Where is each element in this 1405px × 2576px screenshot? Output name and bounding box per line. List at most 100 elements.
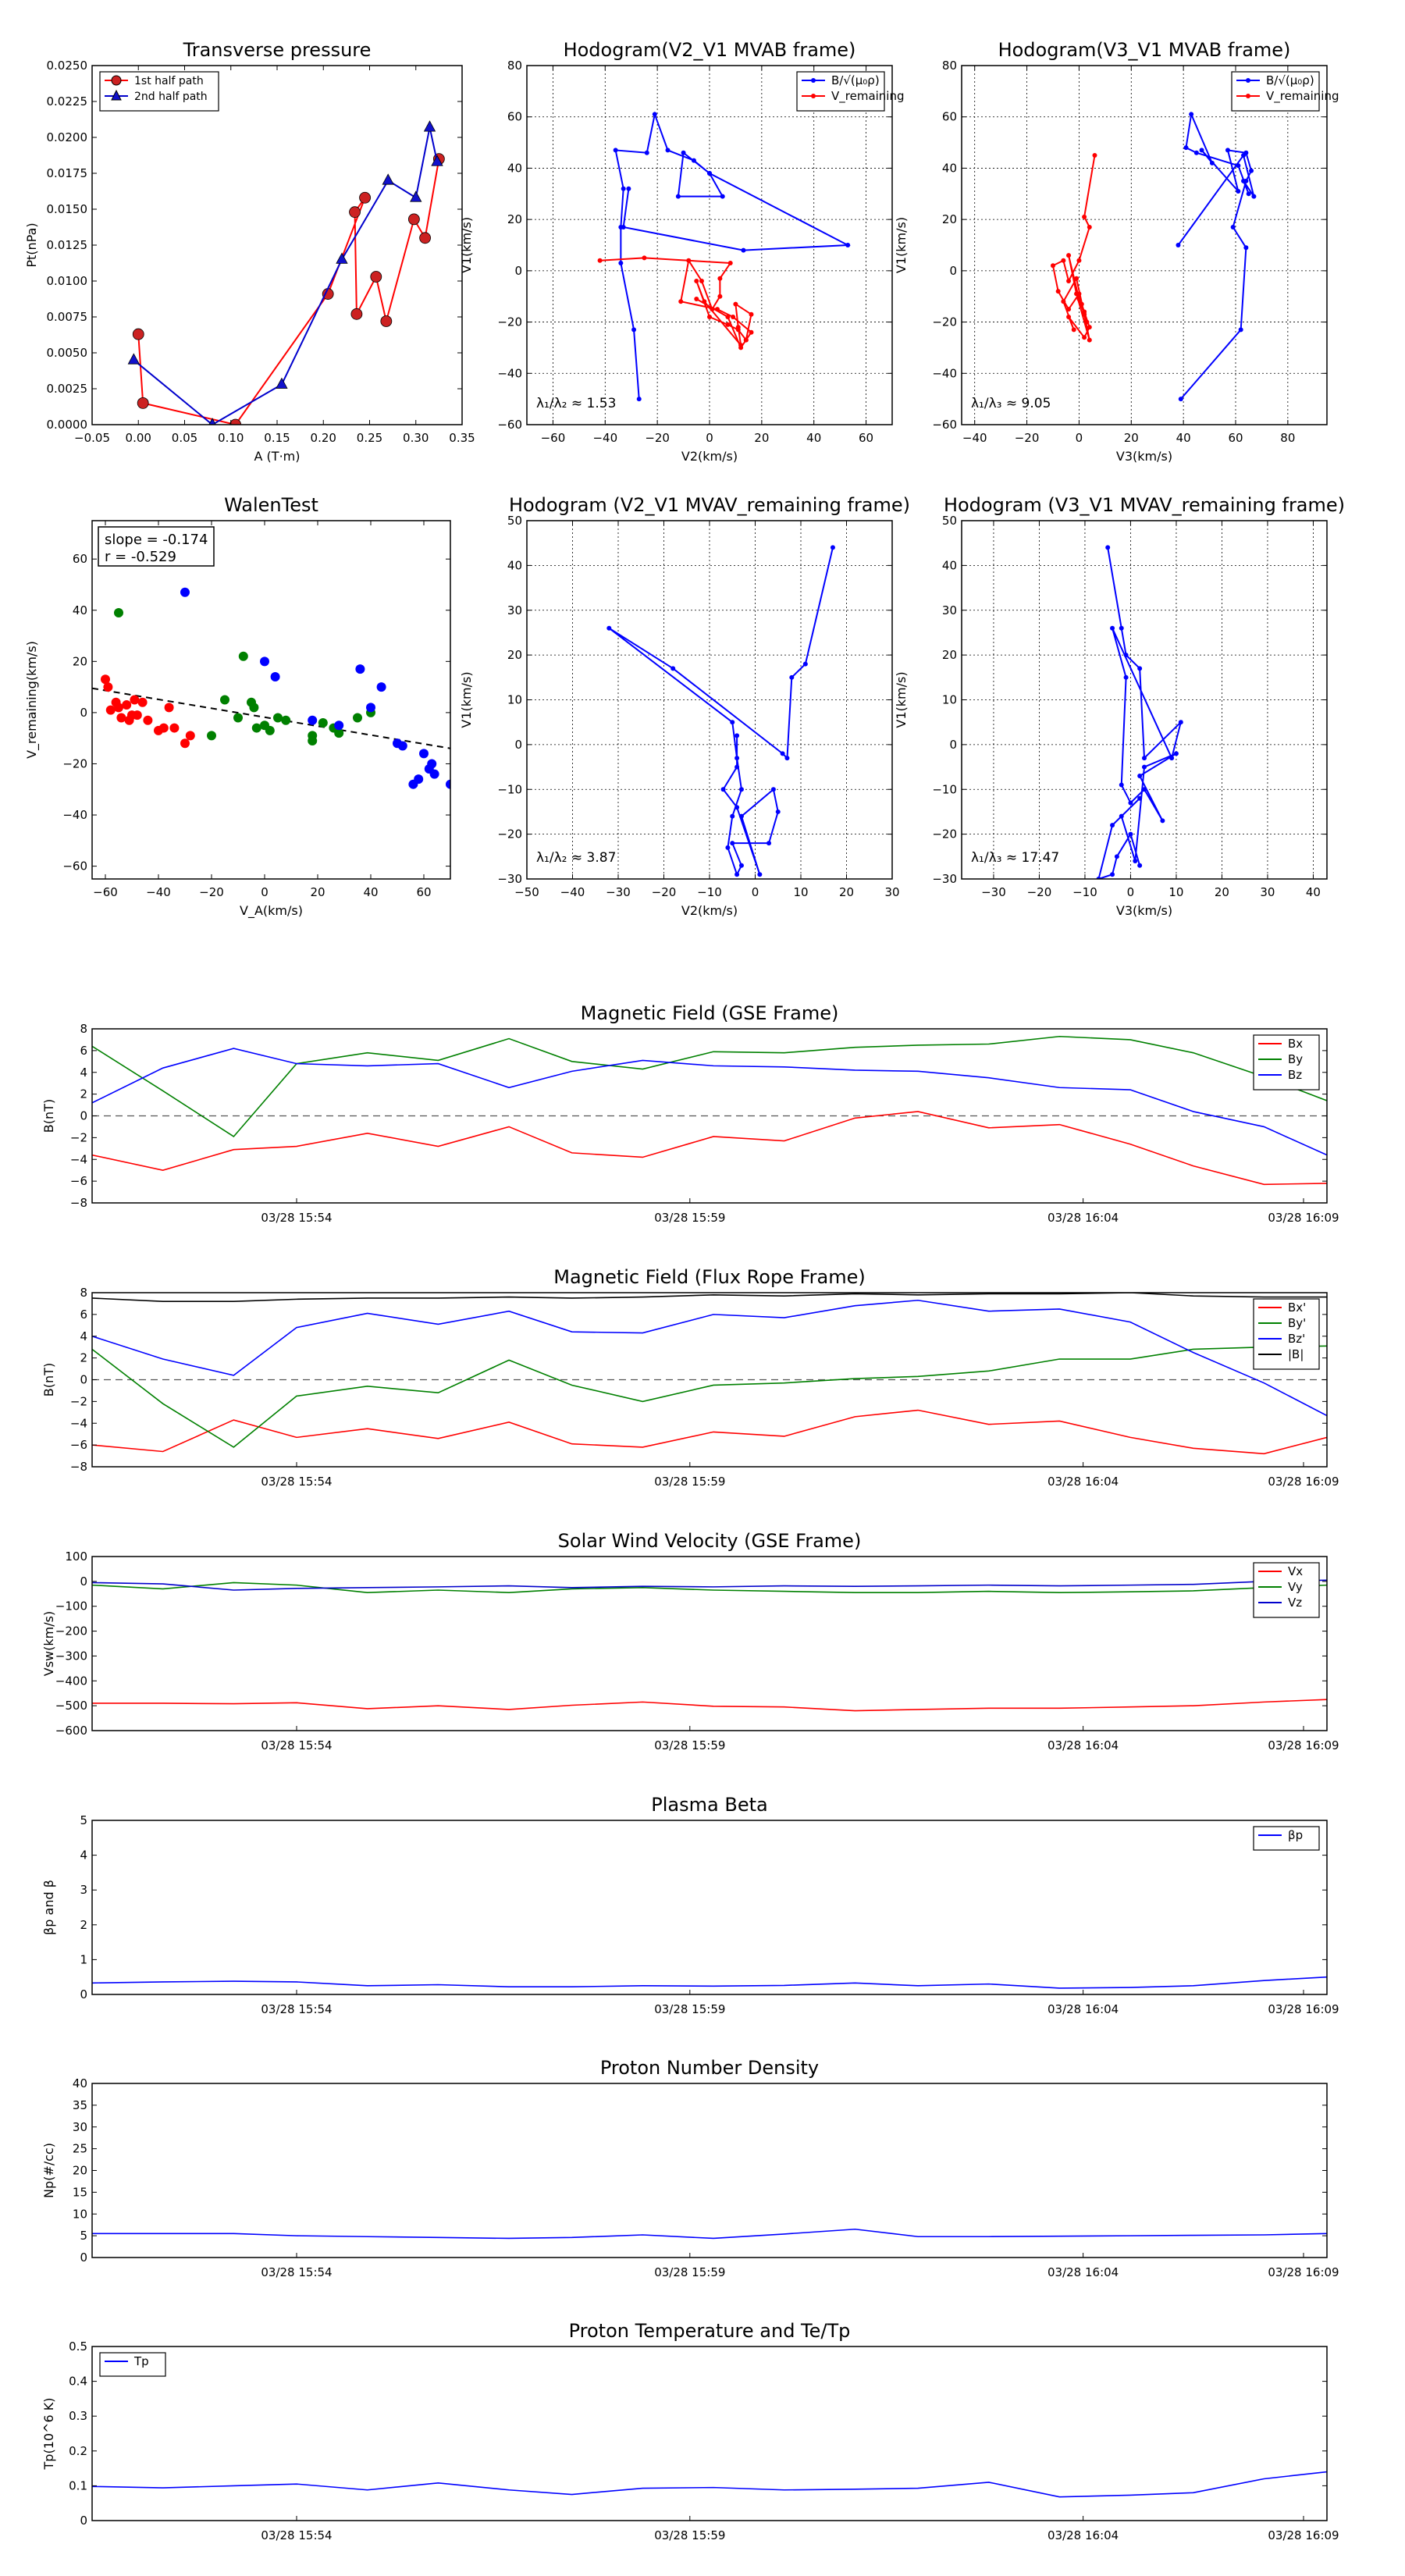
data-point xyxy=(229,418,242,425)
data-point xyxy=(1082,214,1087,219)
series-0 xyxy=(92,2471,1327,2498)
data-point xyxy=(757,872,763,877)
data-point xyxy=(249,703,259,713)
data-point xyxy=(1105,545,1111,550)
tick-label-x: −40 xyxy=(592,431,617,445)
data-point xyxy=(1160,818,1165,824)
tick-label-y: −60 xyxy=(932,418,957,432)
tick-label-x: 03/28 15:54 xyxy=(261,2528,332,2542)
series-line xyxy=(137,158,440,425)
legend-label: B/√(μ₀ρ) xyxy=(1266,73,1314,87)
data-point xyxy=(122,700,132,710)
data-point xyxy=(725,845,731,850)
data-point xyxy=(1243,245,1249,251)
y-axis-label: Vsw(km/s) xyxy=(41,1611,56,1676)
data-point xyxy=(597,258,603,263)
panel-3: −60 −40 −20 0 20 40 60 −60 −40 −20 0 20 40 60 WalenTes… xyxy=(24,494,451,919)
series-line xyxy=(92,1048,1327,1156)
tick-label-x: 0.15 xyxy=(264,431,290,445)
data-point xyxy=(308,731,318,741)
tick-label-y: 0 xyxy=(514,738,522,752)
x-axis-label: V3(km/s) xyxy=(1116,449,1172,464)
tick-label-y: −20 xyxy=(497,315,522,329)
panel-7: −8 −6 −4 −2 0 2 4 6 8 03/28 15:54 03/28 15:59 03/28… xyxy=(41,1266,1339,1489)
data-point xyxy=(738,863,744,868)
data-point xyxy=(251,723,261,733)
tick-label-y: −500 xyxy=(55,1699,87,1713)
data-point xyxy=(727,261,733,265)
data-point xyxy=(1087,325,1092,330)
tick-label-y: 0 xyxy=(80,1574,87,1589)
data-point xyxy=(717,294,723,299)
tick-label-x: 0 xyxy=(1127,885,1135,899)
legend-label: 2nd half path xyxy=(134,91,208,103)
series-line xyxy=(1051,155,1096,340)
tick-label-y: 0 xyxy=(80,2514,87,2528)
tick-label-y: 0.0025 xyxy=(47,382,88,396)
tick-label-y: −20 xyxy=(62,756,87,770)
tick-label-y: 2 xyxy=(80,1351,87,1365)
tick-label-y: 0.0075 xyxy=(47,310,88,324)
y-axis-label: Np(#/cc) xyxy=(41,2143,56,2198)
data-point xyxy=(1119,813,1124,819)
data-point xyxy=(1066,315,1072,319)
series-2 xyxy=(92,1299,1327,1417)
data-point xyxy=(678,299,684,304)
tick-label-x: 03/28 16:09 xyxy=(1268,1738,1339,1752)
series-line xyxy=(608,547,834,877)
tick-label-y: −40 xyxy=(62,808,87,822)
data-point xyxy=(725,322,731,327)
tick-label-x: −10 xyxy=(1072,885,1097,899)
series-line xyxy=(92,1976,1327,1989)
tick-label-x: −30 xyxy=(981,885,1006,899)
legend-label: Bz xyxy=(1288,1068,1302,1082)
data-point xyxy=(1178,397,1183,402)
tick-label-x: 0.25 xyxy=(357,431,382,445)
series-1 xyxy=(92,1035,1327,1138)
tick-label-y: 0.0000 xyxy=(47,418,88,432)
tick-label-y: −30 xyxy=(497,872,522,886)
legend-label: 1st half path xyxy=(134,75,204,87)
data-point xyxy=(741,247,746,253)
series-line xyxy=(92,1299,1327,1417)
data-point xyxy=(116,713,126,723)
tick-label-y: 0.2 xyxy=(69,2444,87,2458)
data-point xyxy=(353,713,362,723)
data-point xyxy=(419,232,431,244)
tick-label-y: 10 xyxy=(73,2207,87,2221)
x-axis-label: A (T·m) xyxy=(254,449,301,464)
data-point xyxy=(1176,243,1181,247)
tick-label-y: −30 xyxy=(932,872,957,886)
data-point xyxy=(238,651,248,661)
tick-label-y: −20 xyxy=(497,827,522,841)
tick-label-x: −20 xyxy=(652,885,677,899)
data-point xyxy=(1092,153,1097,158)
tick-label-y: 0.1 xyxy=(69,2478,87,2492)
tick-label-x: 60 xyxy=(859,431,873,445)
tick-label-x: 40 xyxy=(1176,431,1191,445)
tick-label-x: 0.30 xyxy=(403,431,429,445)
series-0 xyxy=(92,1976,1327,1989)
data-point xyxy=(735,872,740,877)
tick-label-y: 0.5 xyxy=(69,2339,87,2354)
tick-label-y: −60 xyxy=(62,859,87,873)
x-axis-label: V3(km/s) xyxy=(1116,903,1172,918)
data-point xyxy=(1142,787,1147,792)
data-point xyxy=(775,809,781,814)
legend-label: Bx' xyxy=(1288,1300,1306,1315)
data-point xyxy=(1199,148,1204,153)
data-point xyxy=(1110,625,1115,631)
tick-label-y: 1 xyxy=(80,1952,87,1966)
data-point xyxy=(336,252,348,264)
data-point xyxy=(1123,674,1129,680)
data-point xyxy=(691,158,696,163)
data-point xyxy=(784,756,790,761)
plot-frame xyxy=(91,1556,1328,1731)
data-point xyxy=(185,731,195,741)
series-0 xyxy=(92,1111,1327,1186)
series-0 xyxy=(613,111,851,402)
tick-label-y: −20 xyxy=(932,827,957,841)
tick-label-x: 0.05 xyxy=(172,431,197,445)
data-point xyxy=(720,194,725,199)
data-point xyxy=(738,345,744,350)
